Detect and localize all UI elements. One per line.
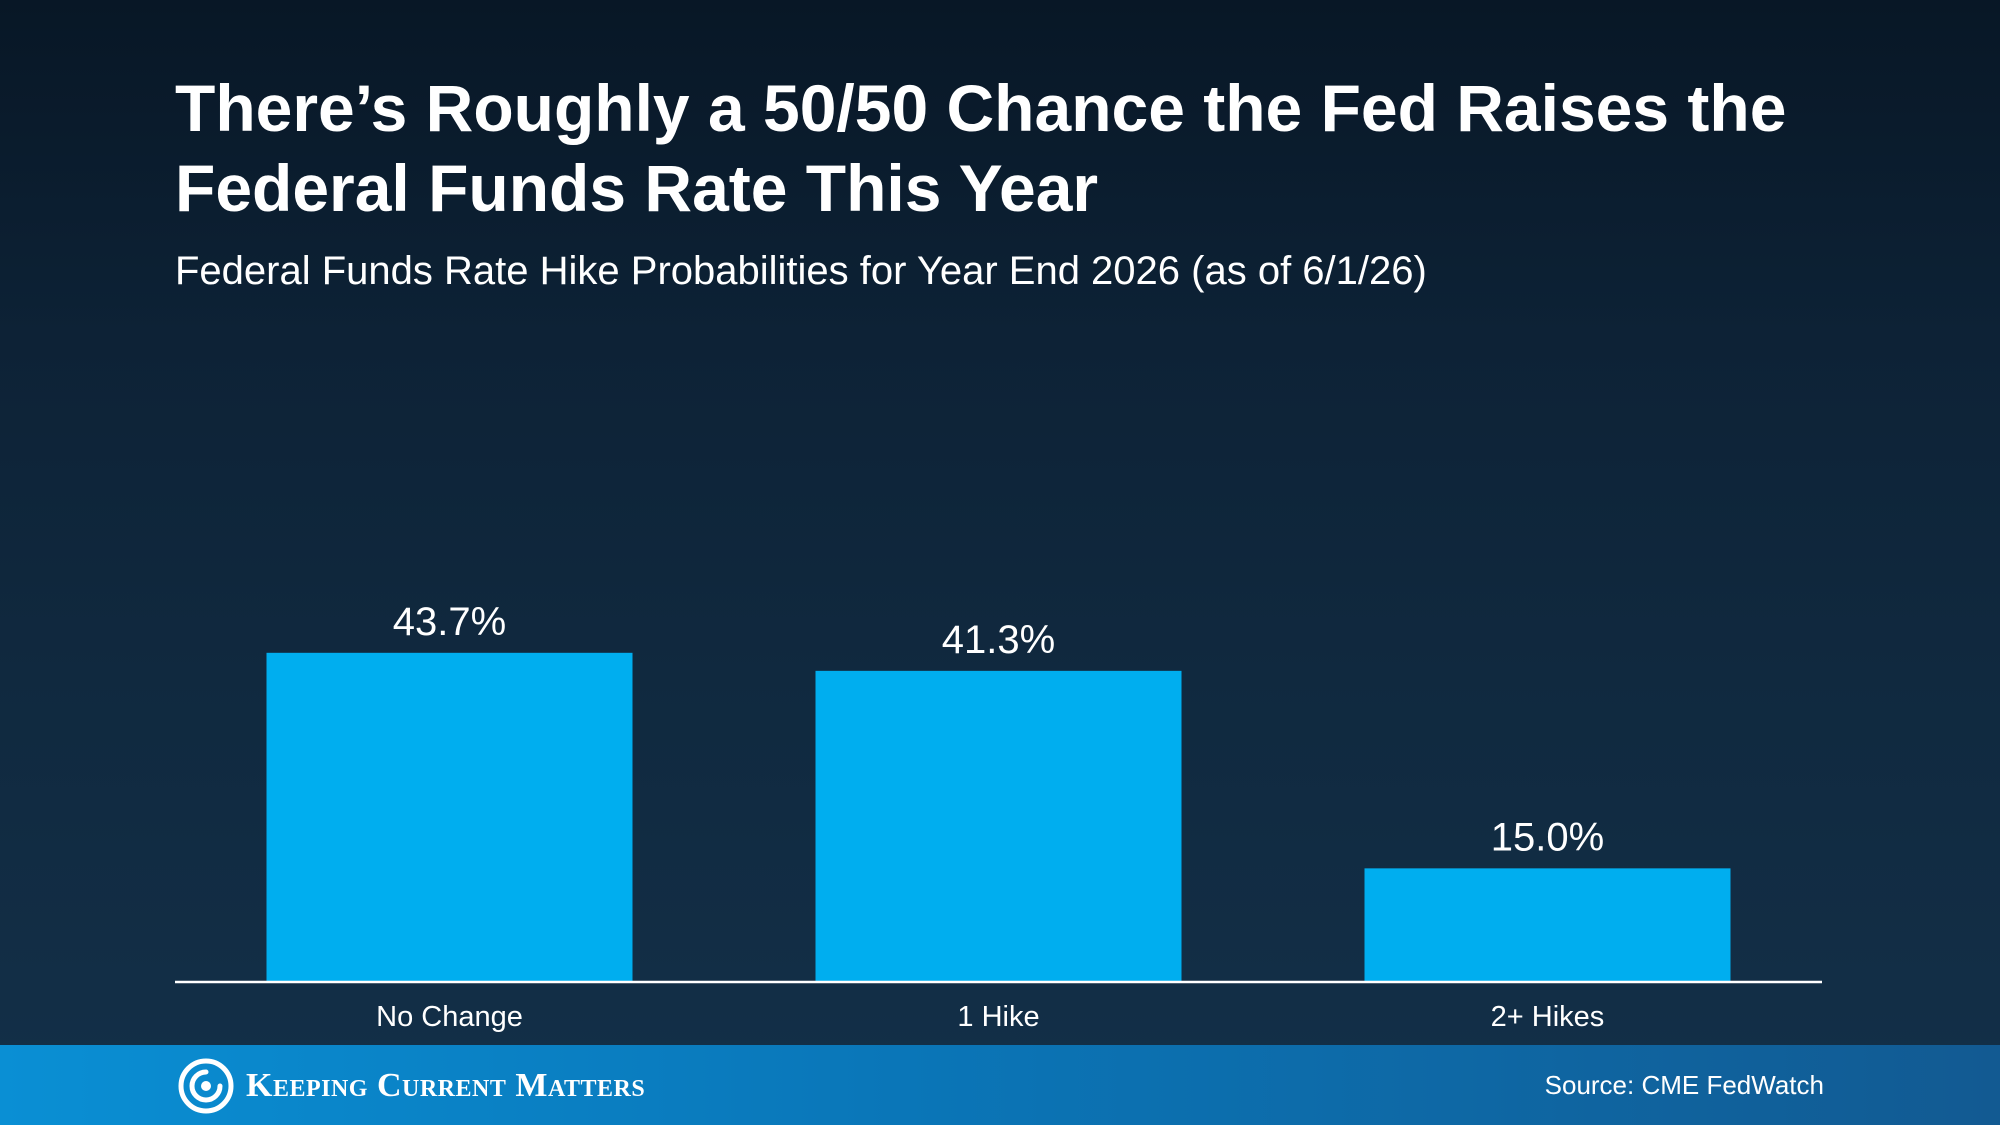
x-tick-label: 2+ Hikes	[1491, 1001, 1605, 1033]
data-label: 41.3%	[942, 618, 1055, 662]
chart-title: There’s Roughly a 50/50 Chance the Fed R…	[175, 71, 1787, 225]
bar-no-change	[266, 652, 633, 981]
footer-bar: Keeping Current Matters Source: CME FedW…	[0, 1045, 2000, 1125]
source-note: Source: CME FedWatch	[1544, 1070, 1824, 1100]
x-tick-label: No Change	[376, 1001, 523, 1033]
data-label: 15.0%	[1491, 815, 1604, 859]
kcm-swirl-logo-icon	[178, 1058, 234, 1114]
bar-2-hikes	[1364, 868, 1731, 981]
brand-name: Keeping Current Matters	[246, 1067, 646, 1104]
chart-subtitle: Federal Funds Rate Hike Probabilities fo…	[175, 249, 1427, 293]
bar-1-hike	[815, 670, 1182, 981]
data-label: 43.7%	[393, 600, 506, 644]
brand-logo: Keeping Current Matters	[178, 1057, 645, 1115]
x-tick-label: 1 Hike	[957, 1001, 1039, 1033]
